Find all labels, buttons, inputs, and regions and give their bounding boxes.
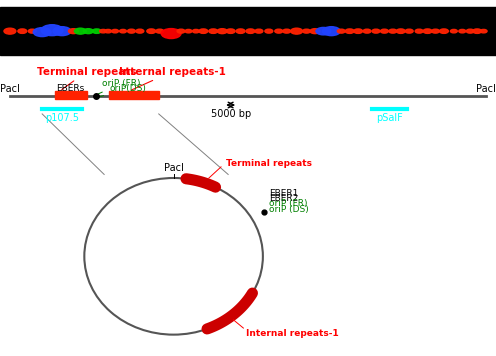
- Ellipse shape: [450, 30, 457, 33]
- Ellipse shape: [112, 30, 119, 33]
- Text: oriP (FR): oriP (FR): [98, 79, 140, 94]
- Text: PacI: PacI: [164, 163, 184, 173]
- Ellipse shape: [105, 30, 112, 33]
- Ellipse shape: [199, 29, 208, 33]
- Ellipse shape: [389, 29, 397, 33]
- Ellipse shape: [255, 29, 263, 33]
- Ellipse shape: [345, 29, 354, 33]
- Ellipse shape: [275, 29, 283, 33]
- Ellipse shape: [68, 29, 78, 34]
- Ellipse shape: [372, 29, 380, 33]
- Text: EBERs: EBERs: [56, 84, 84, 93]
- Ellipse shape: [322, 27, 340, 36]
- Ellipse shape: [380, 29, 388, 33]
- Text: pSalF: pSalF: [376, 113, 403, 123]
- Text: PacI: PacI: [0, 84, 20, 94]
- Ellipse shape: [283, 29, 291, 33]
- Ellipse shape: [74, 28, 86, 34]
- Ellipse shape: [303, 29, 310, 33]
- Ellipse shape: [217, 29, 227, 34]
- Ellipse shape: [363, 29, 371, 33]
- Ellipse shape: [192, 30, 199, 33]
- Text: Internal repeats-1: Internal repeats-1: [119, 67, 226, 90]
- Ellipse shape: [337, 29, 345, 33]
- Ellipse shape: [18, 29, 27, 33]
- Ellipse shape: [265, 29, 273, 33]
- Ellipse shape: [53, 27, 71, 36]
- Bar: [109, 91, 159, 99]
- Ellipse shape: [473, 29, 482, 33]
- Text: Internal repeats-1: Internal repeats-1: [246, 329, 339, 338]
- Ellipse shape: [161, 28, 181, 38]
- Ellipse shape: [100, 30, 107, 33]
- Text: p107.5: p107.5: [45, 113, 79, 123]
- Ellipse shape: [310, 29, 320, 34]
- Ellipse shape: [316, 27, 331, 35]
- Ellipse shape: [83, 29, 93, 34]
- Ellipse shape: [185, 30, 192, 33]
- Ellipse shape: [28, 29, 36, 33]
- Text: Terminal repeats: Terminal repeats: [37, 67, 137, 89]
- Ellipse shape: [209, 29, 218, 33]
- Text: EBER2: EBER2: [269, 194, 298, 203]
- Ellipse shape: [432, 29, 439, 33]
- Ellipse shape: [236, 29, 245, 33]
- Text: PacI: PacI: [476, 84, 496, 94]
- Ellipse shape: [41, 25, 63, 36]
- Ellipse shape: [466, 29, 474, 33]
- Text: oriP(DS): oriP(DS): [98, 84, 146, 97]
- Ellipse shape: [147, 29, 156, 33]
- Ellipse shape: [405, 29, 413, 33]
- Text: oriP (FR): oriP (FR): [269, 199, 308, 208]
- Ellipse shape: [127, 29, 135, 33]
- Text: 5000 bp: 5000 bp: [210, 109, 251, 119]
- Text: Terminal repeats: Terminal repeats: [226, 158, 312, 168]
- Ellipse shape: [92, 29, 101, 33]
- Ellipse shape: [291, 28, 303, 34]
- Ellipse shape: [439, 29, 448, 33]
- Ellipse shape: [415, 29, 423, 33]
- Ellipse shape: [396, 29, 405, 33]
- Ellipse shape: [246, 29, 255, 33]
- Ellipse shape: [33, 28, 51, 37]
- Ellipse shape: [459, 30, 466, 33]
- Text: EBER1: EBER1: [269, 189, 298, 198]
- Ellipse shape: [177, 29, 185, 33]
- Ellipse shape: [480, 30, 487, 33]
- Text: oriP (DS): oriP (DS): [269, 205, 309, 214]
- Ellipse shape: [136, 29, 144, 33]
- Ellipse shape: [120, 30, 126, 33]
- Bar: [55, 91, 87, 99]
- Ellipse shape: [226, 29, 235, 33]
- Bar: [0, 7, 496, 55]
- Ellipse shape: [156, 29, 164, 33]
- Ellipse shape: [423, 29, 432, 33]
- Ellipse shape: [4, 28, 16, 34]
- Ellipse shape: [354, 29, 363, 33]
